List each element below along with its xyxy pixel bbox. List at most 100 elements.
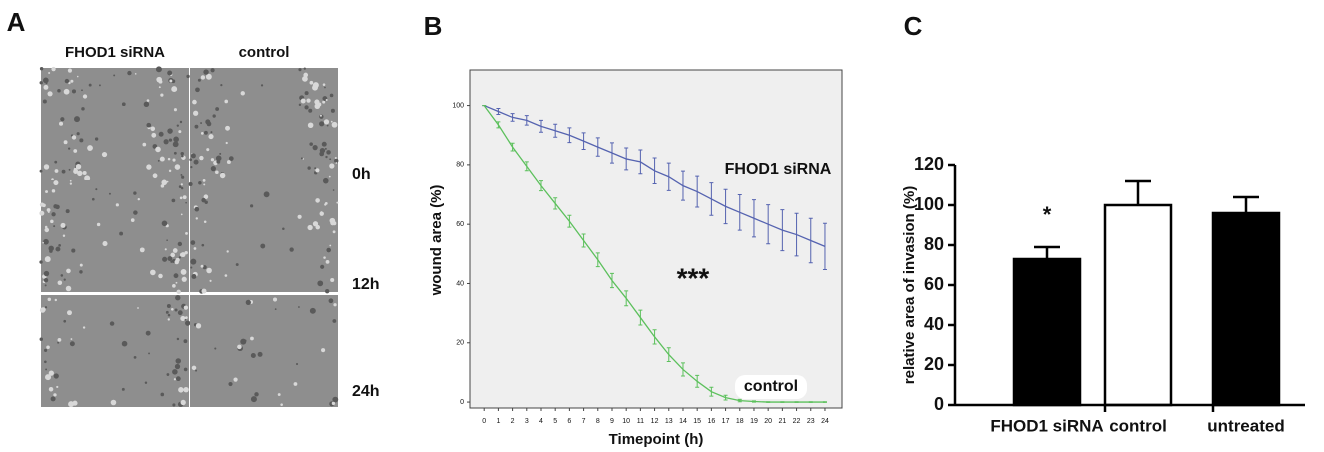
cell	[62, 234, 66, 237]
cell	[210, 68, 215, 73]
panel-label: A	[7, 7, 26, 37]
cell	[48, 245, 54, 252]
cell	[167, 318, 170, 321]
cell	[175, 358, 182, 364]
cell	[84, 175, 91, 182]
cell	[79, 138, 84, 143]
cell	[332, 319, 337, 323]
cell	[51, 66, 56, 72]
cell	[79, 263, 83, 267]
cell	[166, 180, 169, 183]
cell	[195, 369, 198, 372]
cell	[45, 374, 52, 381]
cell	[193, 247, 197, 250]
cell	[170, 307, 174, 311]
panel-label: C	[904, 11, 923, 41]
error-bar	[751, 400, 756, 403]
cell	[315, 168, 320, 173]
error-bar	[737, 398, 742, 403]
cell	[68, 401, 75, 408]
cell	[184, 319, 187, 321]
cell	[64, 78, 70, 84]
cell	[161, 220, 168, 227]
cell	[119, 231, 124, 236]
error-bar	[709, 182, 714, 216]
x-tick-label: 20	[764, 418, 772, 425]
cell	[180, 269, 187, 275]
cell	[73, 168, 79, 175]
cell	[180, 315, 186, 322]
error-bar	[680, 362, 685, 377]
cell	[46, 208, 51, 212]
cell	[69, 341, 75, 347]
cell	[172, 248, 178, 253]
cell	[216, 159, 221, 164]
cell	[43, 84, 49, 90]
cell	[244, 339, 247, 342]
cell	[274, 308, 277, 310]
cell	[44, 360, 47, 364]
x-tick-label: 6	[567, 418, 571, 425]
cell	[219, 172, 226, 179]
cell	[152, 173, 158, 179]
cell	[203, 69, 209, 75]
cell	[166, 239, 168, 242]
x-tick-label: control	[1109, 416, 1167, 435]
cell	[224, 274, 228, 277]
cell	[71, 135, 77, 140]
error-bar	[652, 157, 657, 185]
cell	[228, 381, 233, 387]
cell	[322, 177, 329, 184]
cell	[330, 108, 335, 113]
cell	[175, 295, 181, 301]
cell	[335, 162, 338, 164]
cell	[175, 281, 178, 284]
cell	[47, 297, 52, 302]
cell	[226, 160, 231, 165]
cell	[56, 385, 59, 389]
cell	[304, 105, 309, 110]
cell	[324, 202, 328, 205]
cell	[206, 267, 212, 274]
cell	[75, 168, 78, 171]
cell	[306, 98, 311, 103]
x-tick-label: 12	[651, 418, 659, 425]
cell	[73, 149, 78, 153]
error-bar	[567, 214, 572, 228]
x-tick-label: 17	[722, 418, 730, 425]
error-bar	[794, 401, 799, 403]
cell	[43, 164, 50, 170]
x-tick-label: 0	[482, 418, 486, 425]
cell	[53, 393, 57, 397]
y-tick-label: 120	[914, 154, 944, 174]
cell	[180, 174, 183, 176]
cell	[329, 244, 332, 247]
cell	[175, 376, 181, 382]
cell	[326, 247, 331, 253]
cell	[332, 189, 335, 191]
cell	[172, 369, 178, 375]
cell	[314, 167, 317, 170]
cell	[65, 209, 70, 214]
cell	[183, 339, 188, 344]
error-bar	[822, 401, 827, 403]
cell	[324, 86, 326, 89]
cell	[180, 151, 184, 156]
cell	[99, 84, 101, 87]
cell	[53, 225, 56, 228]
cell	[167, 256, 173, 262]
cell	[171, 79, 176, 84]
cell	[76, 75, 79, 78]
cell	[109, 321, 115, 326]
error-bar	[595, 137, 600, 157]
cell	[172, 403, 176, 407]
cell	[87, 145, 93, 151]
cell	[203, 194, 209, 200]
cell	[328, 298, 334, 304]
cell	[307, 122, 314, 129]
cell	[48, 71, 51, 74]
error-bar	[510, 142, 515, 152]
cell	[197, 78, 201, 82]
cell	[240, 91, 245, 96]
